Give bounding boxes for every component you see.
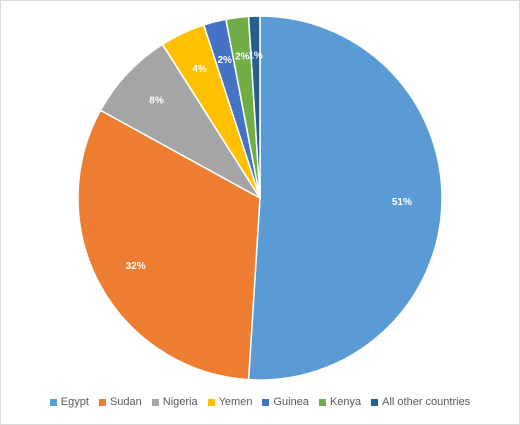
pie-slice-all-other-countries	[247, 15, 261, 199]
legend-item-sudan: Sudan	[98, 396, 142, 408]
data-label-yemen: 4%	[192, 64, 207, 75]
data-label-all-other-countries: 1%	[248, 51, 263, 62]
legend-label: Yemen	[218, 396, 253, 408]
data-label-egypt: 51%	[392, 197, 412, 208]
legend-label: All other countries	[382, 396, 471, 408]
pie-slice-sudan	[77, 109, 261, 381]
legend-item-guinea: Guinea	[262, 396, 309, 408]
data-label-sudan: 32%	[126, 261, 146, 272]
data-label-guinea: 2%	[217, 55, 232, 66]
legend-swatch	[371, 398, 379, 406]
legend-item-all-other-countries: All other countries	[371, 396, 470, 408]
legend-swatch	[49, 398, 57, 406]
legend-label: Nigeria	[162, 396, 198, 408]
legend-item-egypt: Egypt	[49, 396, 89, 408]
legend-item-kenya: Kenya	[318, 396, 362, 408]
legend-swatch	[318, 398, 326, 406]
legend-label: Kenya	[329, 396, 362, 408]
pie-slice-nigeria	[99, 43, 261, 199]
data-label-nigeria: 8%	[149, 95, 164, 106]
legend-label: Egypt	[60, 396, 89, 408]
legend-swatch	[262, 398, 270, 406]
legend-label: Guinea	[273, 396, 309, 408]
pie-slice-egypt	[247, 15, 443, 381]
legend-label: Sudan	[109, 396, 142, 408]
legend-swatch	[207, 398, 215, 406]
legend-swatch	[98, 398, 106, 406]
legend: Egypt Sudan Nigeria Yemen Guinea Kenya All oth…	[0, 396, 520, 408]
data-label-kenya: 2%	[235, 52, 250, 63]
legend-swatch	[151, 398, 159, 406]
legend-item-nigeria: Nigeria	[151, 396, 198, 408]
legend-item-yemen: Yemen	[207, 396, 253, 408]
